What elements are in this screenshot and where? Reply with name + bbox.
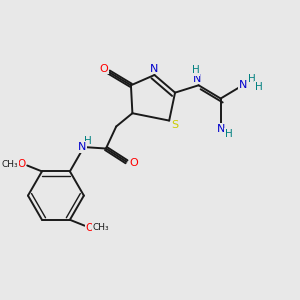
Text: N: N <box>193 74 201 84</box>
Text: H: H <box>248 74 255 84</box>
Text: O: O <box>86 223 94 233</box>
Text: O: O <box>99 64 108 74</box>
Text: CH₃: CH₃ <box>2 160 19 169</box>
Text: N: N <box>78 142 87 152</box>
Text: H: H <box>255 82 263 92</box>
Text: O: O <box>17 159 26 169</box>
Text: S: S <box>172 120 178 130</box>
Text: CH₃: CH₃ <box>92 223 109 232</box>
Text: O: O <box>130 158 138 168</box>
Text: N: N <box>150 64 159 74</box>
Text: N: N <box>217 124 225 134</box>
Text: N: N <box>238 80 247 90</box>
Text: H: H <box>83 136 91 146</box>
Text: H: H <box>225 129 233 139</box>
Text: H: H <box>192 65 200 75</box>
